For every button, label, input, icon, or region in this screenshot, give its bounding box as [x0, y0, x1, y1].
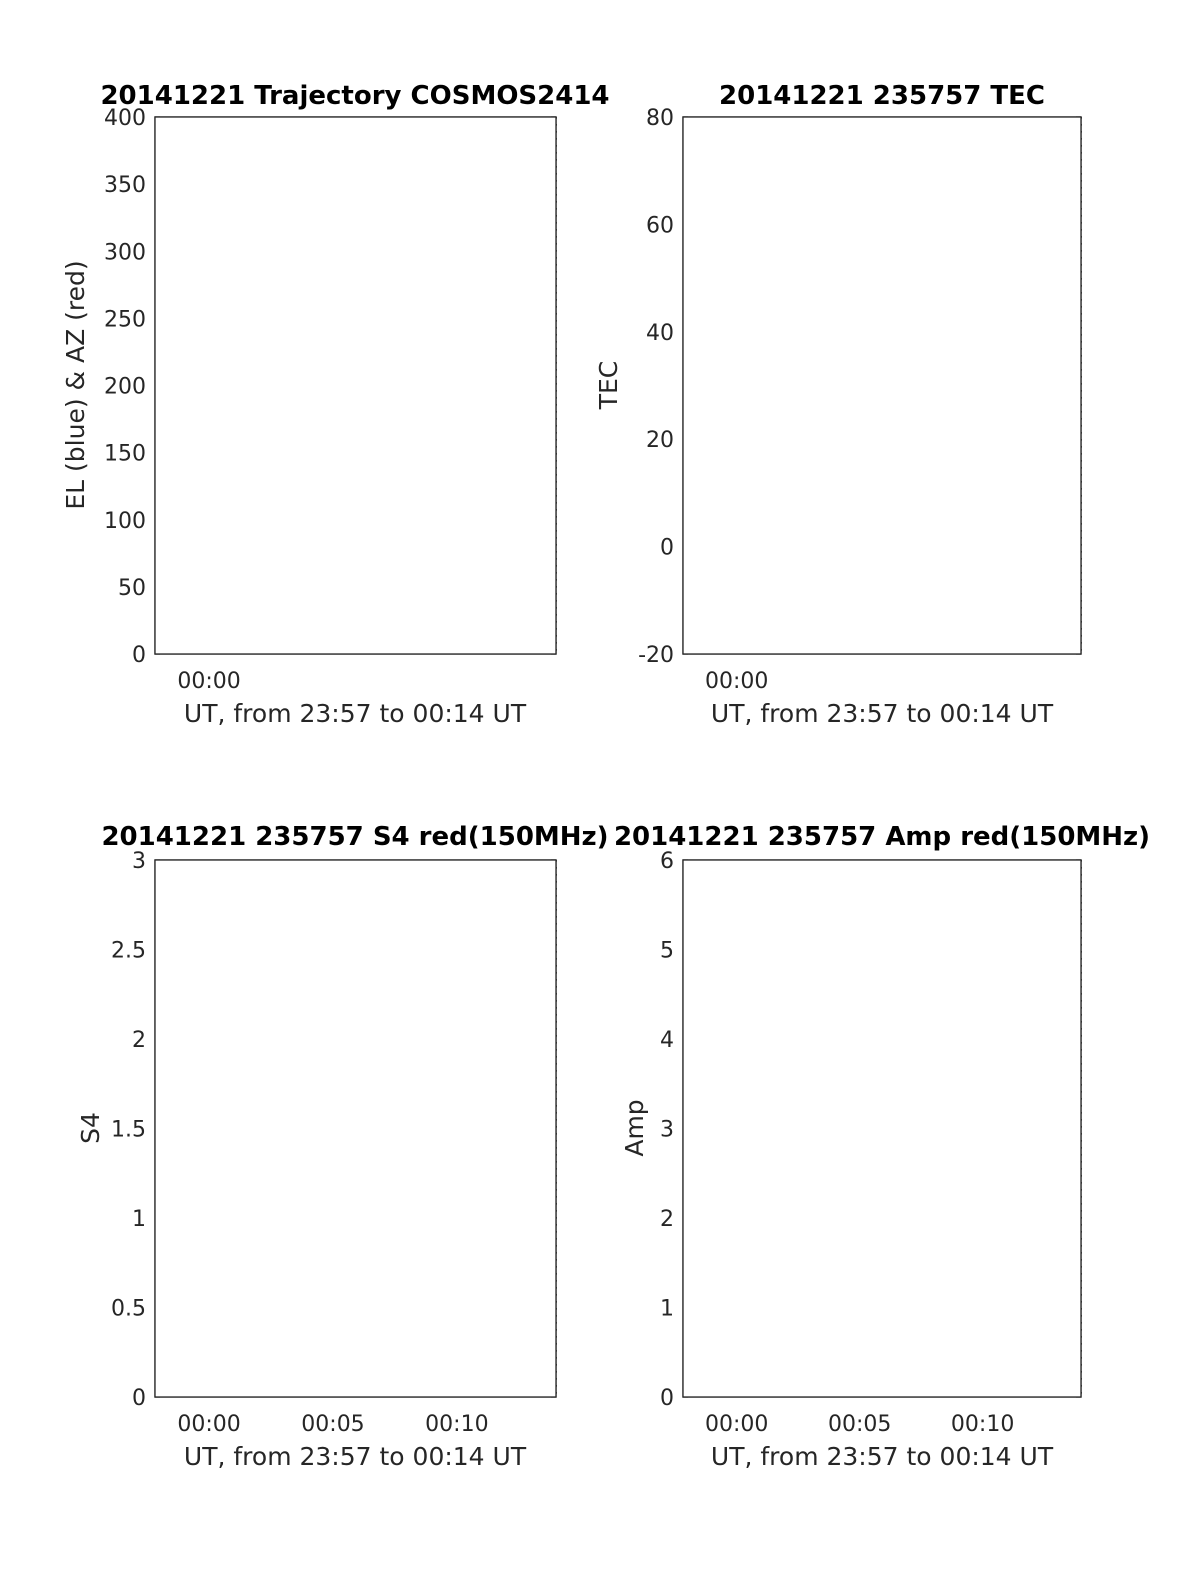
trajectory-axes-frame: [154, 116, 557, 655]
s4-xtick-label: 00:10: [425, 1412, 488, 1437]
s4-ytick-label: 0: [132, 1386, 146, 1411]
amp-ytick-label: 5: [660, 939, 674, 964]
tec-ylabel: TEC: [594, 361, 623, 411]
s4-ytick-label: 2: [132, 1028, 146, 1053]
amp-title: 20141221 235757 Amp red(150MHz): [614, 822, 1150, 852]
amp-xlabel: UT, from 23:57 to 00:14 UT: [711, 1442, 1054, 1471]
tec-title: 20141221 235757 TEC: [719, 81, 1045, 111]
s4-axes-frame: [154, 859, 557, 1398]
s4-xtick-label: 00:00: [177, 1412, 240, 1437]
s4-ylabel: S4: [76, 1112, 105, 1144]
traj-ytick-label: 150: [104, 442, 146, 467]
tec-panel: 20141221 235757 TEC UT, from 23:57 to 00…: [594, 81, 1082, 728]
traj-ytick-label: 300: [104, 240, 146, 265]
s4-panel: 20141221 235757 S4 red(150MHz) UT, from …: [76, 822, 609, 1471]
s4-ytick-label: 2.5: [111, 939, 146, 964]
s4-xtick-label: 00:05: [301, 1412, 364, 1437]
trajectory-panel: 20141221 Trajectory COSMOS2414 UT, from …: [61, 81, 610, 728]
tec-axes-frame: [682, 116, 1082, 655]
tec-xlabel: UT, from 23:57 to 00:14 UT: [711, 699, 1054, 728]
traj-ytick-label: 50: [118, 576, 146, 601]
amp-ytick-label: 0: [660, 1386, 674, 1411]
amp-xtick-label: 00:05: [828, 1412, 891, 1437]
tec-ytick-label: -20: [638, 643, 674, 668]
traj-ytick-label: 100: [104, 509, 146, 534]
tec-ytick-label: 80: [646, 106, 674, 131]
traj-ytick-label: 0: [132, 643, 146, 668]
tec-xtick-label: 00:00: [705, 669, 768, 694]
amp-xtick-label: 00:00: [705, 1412, 768, 1437]
trajectory-ylabel: EL (blue) & AZ (red): [61, 260, 90, 509]
tec-ytick-label: 40: [646, 321, 674, 346]
amp-axes-frame: [682, 859, 1082, 1398]
traj-ytick-label: 400: [104, 106, 146, 131]
amp-ylabel: Amp: [620, 1099, 649, 1156]
amp-ytick-label: 4: [660, 1028, 674, 1053]
tec-ytick-label: 0: [660, 536, 674, 561]
traj-ytick-label: 200: [104, 375, 146, 400]
amp-ytick-label: 6: [660, 849, 674, 874]
amp-panel: 20141221 235757 Amp red(150MHz) UT, from…: [614, 822, 1150, 1471]
tec-ytick-label: 20: [646, 428, 674, 453]
trajectory-title: 20141221 Trajectory COSMOS2414: [100, 81, 609, 111]
amp-ytick-label: 2: [660, 1207, 674, 1232]
amp-ytick-label: 3: [660, 1118, 674, 1143]
s4-ytick-label: 1: [132, 1207, 146, 1232]
amp-ytick-label: 1: [660, 1297, 674, 1322]
amp-xtick-label: 00:10: [951, 1412, 1014, 1437]
trajectory-xlabel: UT, from 23:57 to 00:14 UT: [184, 699, 527, 728]
traj-ytick-label: 250: [104, 307, 146, 332]
s4-title: 20141221 235757 S4 red(150MHz): [101, 822, 608, 852]
s4-ytick-label: 3: [132, 849, 146, 874]
traj-xtick-label: 00:00: [177, 669, 240, 694]
traj-ytick-label: 350: [104, 173, 146, 198]
tec-ytick-label: 60: [646, 213, 674, 238]
s4-xlabel: UT, from 23:57 to 00:14 UT: [184, 1442, 527, 1471]
s4-ytick-label: 1.5: [111, 1118, 146, 1143]
s4-ytick-label: 0.5: [111, 1297, 146, 1322]
